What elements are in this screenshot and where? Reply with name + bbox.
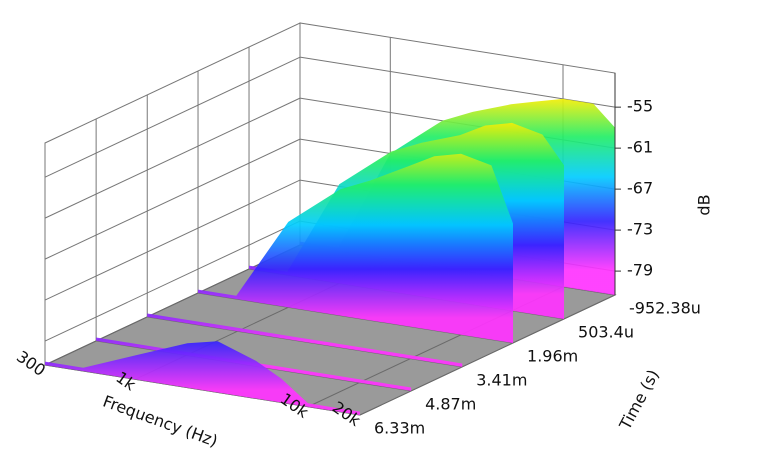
time-tick-label: 4.87m <box>425 394 476 413</box>
x-axis-label: Frequency (Hz) <box>100 391 220 450</box>
time-tick-label: 1.96m <box>527 346 578 365</box>
slice-surface <box>147 313 463 367</box>
grid-line <box>359 294 616 416</box>
time-tick-label: -952.38u <box>629 299 701 318</box>
time-tick-label: 6.33m <box>374 419 425 438</box>
grid-line <box>44 179 301 301</box>
time-tick-label: 3.41m <box>476 370 527 389</box>
z-tick-label: -73 <box>627 220 653 239</box>
grid-line <box>44 220 301 342</box>
z-tick-label: -67 <box>627 179 653 198</box>
slice-surface <box>45 341 360 415</box>
grid-line <box>44 138 301 260</box>
time-tick-label: 503.4u <box>578 322 634 341</box>
grid-line <box>299 56 616 108</box>
x-tick-label: 300 <box>13 347 49 380</box>
z-tick-label: -61 <box>627 138 653 157</box>
slice-surface <box>198 153 513 343</box>
grid-line <box>44 244 301 366</box>
z-tick-label: -55 <box>627 97 653 116</box>
z-axis-label: dB <box>695 194 714 215</box>
z-tick-label: -79 <box>627 261 653 280</box>
grid-line <box>44 56 301 178</box>
time-axis-label: Time (s) <box>615 366 663 433</box>
grid-line <box>44 97 301 219</box>
